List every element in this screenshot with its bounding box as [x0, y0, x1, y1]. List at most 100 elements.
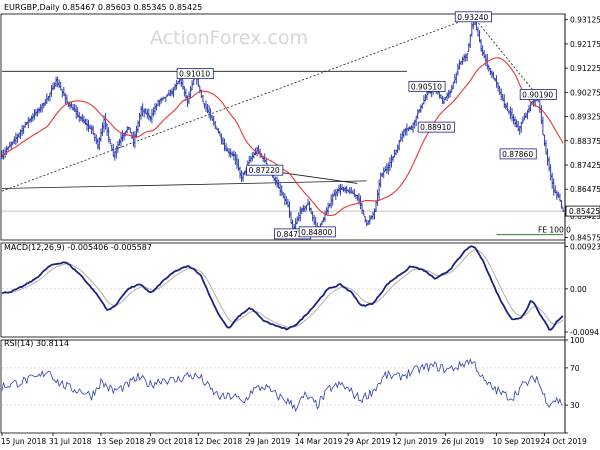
price-bar: [413, 119, 416, 129]
price-bar: [309, 207, 313, 214]
price-y-tick-label: 0.92175: [570, 40, 600, 49]
price-label-text: 0.90510: [411, 82, 442, 91]
rsi-line: [1, 358, 564, 413]
price-bar: [444, 97, 447, 101]
price-bar: [96, 138, 100, 150]
price-label-text: 0.84800: [301, 228, 332, 237]
price-bar: [161, 97, 164, 101]
price-bar: [217, 128, 220, 134]
price-bar: [496, 82, 500, 92]
price-bar: [61, 89, 64, 98]
price-label-box: [298, 226, 336, 238]
price-bar: [50, 85, 53, 97]
price-bar: [218, 131, 222, 137]
price-bar: [23, 122, 27, 128]
price-y-tick-label: 0.86475: [570, 185, 600, 194]
price-bar: [455, 72, 458, 84]
price-label: 0.91010: [176, 68, 214, 80]
price-bar: [394, 149, 398, 156]
price-bar: [57, 79, 61, 88]
price-bar: [288, 201, 291, 219]
x-axis-label: 24 Oct 2019: [540, 437, 587, 446]
price-bar: [469, 34, 472, 48]
price-bar: [334, 188, 338, 201]
price-bar: [543, 134, 546, 147]
price-label-text: 0.87220: [249, 166, 280, 175]
price-bar: [448, 89, 452, 98]
price-bar: [465, 52, 469, 62]
price-bar: [207, 105, 211, 119]
price-bar: [265, 158, 268, 165]
macd-panel-title: MACD(12,26,9) -0.005406 -0.005587: [4, 243, 152, 252]
price-bar: [107, 127, 110, 143]
price-bar: [209, 108, 212, 121]
price-bar: [445, 92, 449, 102]
price-bar: [478, 30, 481, 43]
price-bar: [112, 143, 115, 157]
price-bar: [518, 125, 521, 135]
price-bar: [367, 220, 370, 225]
price-bar: [384, 166, 387, 172]
price-bar: [414, 116, 418, 126]
price-bar: [306, 199, 310, 205]
price-bar: [255, 146, 259, 157]
price-bar: [16, 133, 19, 144]
price-bar: [410, 125, 413, 130]
price-bar: [387, 162, 390, 175]
price-bar: [99, 128, 103, 142]
price-label: 0.90190: [519, 89, 557, 100]
price-bar: [300, 207, 304, 215]
price-label-text: 0.84720: [276, 230, 307, 239]
price-bar: [101, 122, 104, 136]
price-bar: [356, 194, 359, 201]
price-bar: [65, 94, 69, 104]
price-bar: [450, 84, 453, 93]
price-bar: [33, 109, 36, 120]
price-y-tick-label: 0.93125: [570, 16, 600, 25]
price-bar: [164, 96, 168, 103]
price-bar: [333, 189, 336, 196]
price-panel-title: EURGBP,Daily 0.85467 0.85603 0.85345 0.8…: [4, 3, 202, 12]
price-bar: [84, 118, 87, 125]
price-bar: [192, 78, 195, 85]
price-bar: [277, 179, 280, 189]
price-bar: [30, 115, 33, 123]
price-bar: [320, 221, 324, 226]
price-bar: [521, 116, 525, 124]
price-bar: [328, 203, 331, 207]
price-bar: [10, 141, 13, 151]
price-label: 0.93240: [454, 11, 492, 23]
price-y-tick-label: 0.88375: [570, 137, 600, 146]
x-axis-label: 13 Sep 2018: [97, 437, 145, 446]
price-bar: [416, 109, 419, 120]
price-bar: [240, 170, 243, 183]
price-bar: [74, 105, 78, 119]
price-bar: [506, 102, 509, 112]
price-bar: [348, 187, 351, 195]
price-bar: [232, 150, 236, 161]
price-bar: [76, 107, 79, 118]
price-bar: [153, 103, 157, 115]
rsi-y-tick-label: 100: [570, 336, 585, 345]
macd-signal-line: [1, 249, 564, 328]
price-bar: [289, 211, 293, 224]
price-bar: [464, 53, 467, 62]
x-axis-label: 10 Sep 2019: [493, 437, 541, 446]
price-bar: [396, 144, 399, 154]
price-bar: [407, 127, 410, 132]
price-bar: [150, 109, 154, 124]
price-label-box: [408, 80, 446, 92]
trend-line: [1, 180, 367, 189]
price-bar: [467, 43, 470, 53]
price-bar: [526, 110, 529, 120]
macd-y-tick-label: 0.00: [570, 285, 587, 294]
price-label: 0.88910: [417, 121, 455, 133]
price-bar: [71, 104, 75, 111]
price-bar: [98, 137, 101, 151]
price-bar: [11, 141, 15, 146]
price-bar: [167, 89, 171, 96]
price-label-box: [417, 121, 455, 133]
price-bar: [558, 193, 562, 202]
